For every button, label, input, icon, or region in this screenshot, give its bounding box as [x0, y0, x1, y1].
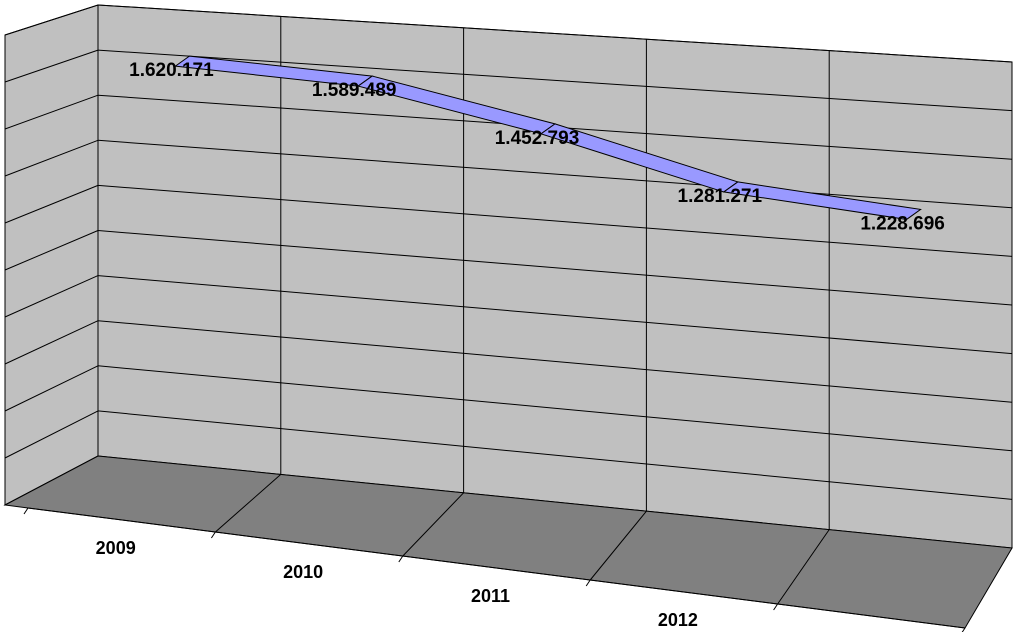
gridline-side — [4, 320, 99, 365]
x-axis-tick — [210, 531, 216, 539]
floor-divider — [777, 529, 830, 605]
gridline-back — [97, 320, 1013, 403]
gridline-side — [4, 94, 99, 130]
gridline-back — [97, 275, 1013, 355]
side-wall — [4, 4, 99, 506]
gridline-side — [4, 49, 99, 83]
x-axis-tick — [23, 507, 29, 515]
gridline-back — [97, 139, 1013, 209]
data-label: 1.228.696 — [860, 213, 945, 234]
floor-divider — [215, 474, 282, 533]
x-axis-tick — [398, 555, 404, 563]
series-ribbon — [174, 55, 922, 220]
gridline-side — [4, 275, 99, 318]
gridline-back — [97, 230, 1013, 306]
gridlines — [4, 4, 1013, 530]
x-tick-label: 2009 — [96, 538, 136, 558]
x-tick-label: 2010 — [283, 562, 323, 582]
data-label: 1.589.489 — [312, 80, 397, 101]
data-label: 1.281.271 — [678, 186, 763, 207]
floor-divider — [402, 492, 464, 557]
chart-floor — [3, 455, 1013, 632]
x-axis-tick — [585, 579, 591, 587]
gridline-side — [4, 184, 99, 224]
chart-walls — [4, 4, 1013, 549]
gridline-side — [4, 4, 99, 36]
x-axis-line — [27, 507, 966, 629]
x-axis-tick — [961, 627, 966, 632]
gridline-side — [4, 410, 99, 459]
gridline-side — [4, 230, 99, 271]
data-label: 1.452.793 — [495, 128, 580, 149]
x-tick-label: 2012 — [658, 610, 698, 630]
ribbon-segment — [722, 181, 922, 220]
gridline-back — [97, 4, 1013, 63]
gridline-back — [97, 184, 1013, 257]
x-axis-tick-labels: 20092010201120122013 — [96, 538, 698, 630]
data-labels: 1.620.171 1.589.489 1.452.793 1.281.271 1.22… — [129, 60, 945, 234]
floor-plane — [3, 455, 1013, 629]
gridline-side — [4, 365, 99, 412]
floor-divider — [589, 510, 647, 581]
x-tick-label: 2011 — [471, 586, 510, 606]
gridline-side — [4, 139, 99, 177]
gridline-back — [97, 410, 1013, 500]
back-wall — [97, 4, 1013, 549]
data-label: 1.620.171 — [129, 60, 214, 81]
gridline-back — [97, 49, 1013, 112]
x-axis-tick — [773, 603, 779, 611]
gridline-back — [97, 365, 1013, 452]
